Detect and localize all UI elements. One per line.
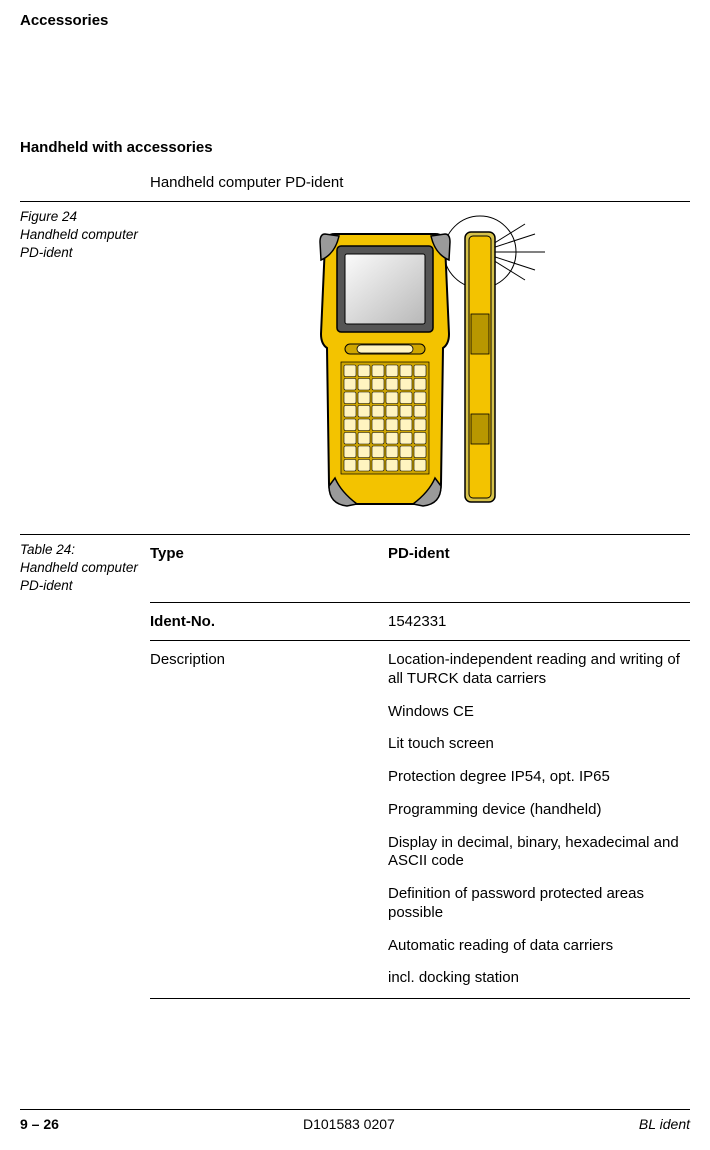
desc-item: Protection degree IP54, opt. IP65 [388,768,690,787]
device-front-view [320,234,450,506]
table-row: Ident-No. 1542331 [150,602,690,640]
section-subtitle: Handheld computer PD-ident [150,174,690,191]
row-value-description: Location-independent reading and writing… [388,651,690,988]
desc-item: Windows CE [388,703,690,722]
desc-item: Display in decimal, binary, hexadecimal … [388,834,690,872]
desc-item: Programming device (handheld) [388,801,690,820]
table-head-type: Type [150,545,388,562]
table: Type PD-ident Ident-No. 1542331 Descript… [150,541,690,999]
desc-item: Definition of password protected areas p… [388,885,690,923]
row-label-identno: Ident-No. [150,613,388,630]
figure-caption: Figure 24 Handheld computer PD-ident [20,208,150,263]
table-row: Description Location-independent reading… [150,640,690,999]
figure-area [150,208,690,524]
handheld-device-illustration [285,214,555,514]
desc-item: Location-independent reading and writing… [388,651,690,689]
table-caption: Table 24: Handheld computer PD-ident [20,541,150,596]
desc-item: Automatic reading of data carriers [388,937,690,956]
table-header-row: Type PD-ident [150,541,690,602]
page-header-title: Accessories [20,12,690,29]
footer-doc-number: D101583 0207 [303,1116,395,1132]
row-label-description: Description [150,651,388,988]
section-title: Handheld with accessories [20,139,690,156]
row-value-identno: 1542331 [388,613,690,630]
device-side-view [444,216,545,502]
desc-item: Lit touch screen [388,735,690,754]
footer-page-number: 9 – 26 [20,1116,59,1132]
table-head-pdident: PD-ident [388,545,690,562]
desc-item: incl. docking station [388,969,690,988]
footer-product: BL ident [639,1116,690,1132]
page-footer: 9 – 26 D101583 0207 BL ident [20,1109,690,1132]
